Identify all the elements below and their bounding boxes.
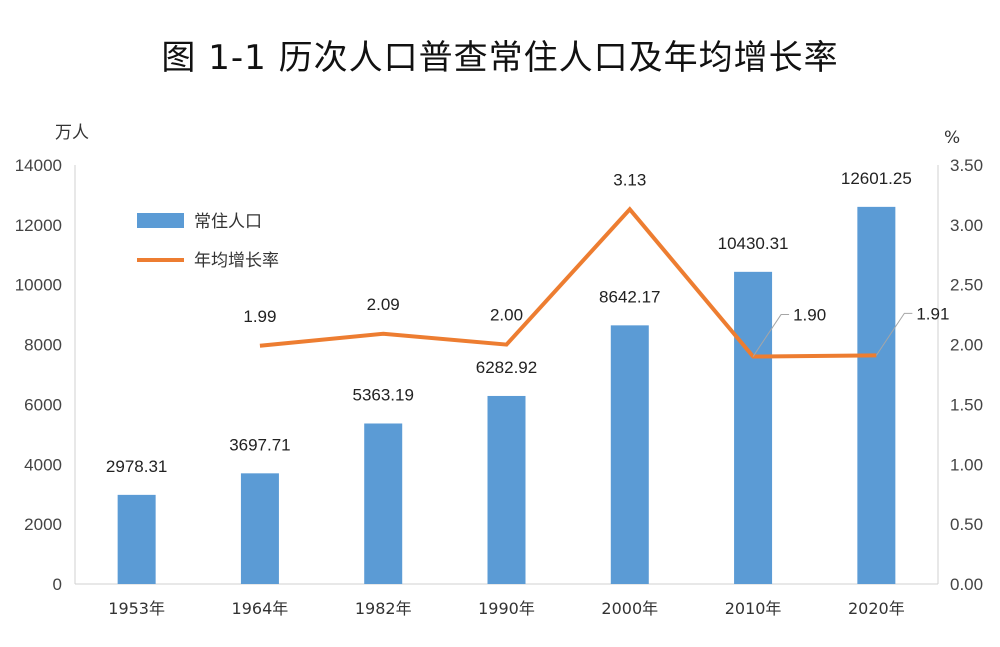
bar-value-label: 10430.31 — [718, 234, 789, 253]
bar-value-label: 5363.19 — [352, 385, 413, 404]
bar-value-label: 2978.31 — [106, 457, 167, 476]
bar-value-label: 3697.71 — [229, 435, 290, 454]
right-tick-label: 2.50 — [950, 276, 983, 295]
left-tick-label: 6000 — [24, 395, 62, 414]
right-tick-label: 0.50 — [950, 515, 983, 534]
line-value-label: 1.99 — [243, 307, 276, 326]
line-series: 1.99 2.09 2.00 3.13 1.90 1.91 — [243, 170, 949, 359]
bar — [734, 271, 773, 584]
left-tick-labels: 0 2000 4000 6000 8000 10000 12000 14000 — [15, 156, 62, 594]
left-tick-label: 14000 — [15, 156, 62, 175]
bar-value-label: 6282.92 — [476, 358, 537, 377]
line-value-label: 1.91 — [916, 304, 949, 323]
category-label: 1982年 — [355, 599, 412, 618]
legend-label-growth: 年均增长率 — [194, 251, 279, 271]
left-tick-label: 4000 — [24, 455, 62, 474]
bar-value-label: 12601.25 — [841, 169, 912, 188]
category-label: 1990年 — [478, 599, 535, 618]
right-axis-unit: % — [944, 128, 960, 148]
right-tick-label: 3.00 — [950, 216, 983, 235]
right-tick-labels: 0.00 0.50 1.00 1.50 2.00 2.50 3.00 3.50 — [950, 156, 983, 594]
bar-series: 2978.31 3697.71 5363.19 6282.92 8642.17 10430… — [106, 169, 912, 584]
right-tick-label: 3.50 — [950, 156, 983, 175]
legend-label-population: 常住人口 — [194, 212, 262, 232]
chart-title: 图 1-1 历次人口普查常住人口及年均增长率 — [161, 38, 839, 78]
left-tick-label: 0 — [53, 575, 62, 594]
left-axis-unit: 万人 — [55, 123, 89, 143]
bar-value-label: 8642.17 — [599, 287, 660, 306]
line-label-leader — [875, 312, 913, 356]
left-tick-label: 8000 — [24, 336, 62, 355]
bar — [487, 395, 526, 584]
left-tick-label: 10000 — [15, 276, 62, 295]
right-tick-label: 2.00 — [950, 336, 983, 355]
bar — [240, 473, 279, 584]
bar — [857, 206, 896, 584]
bar — [364, 423, 403, 584]
line-value-label: 3.13 — [613, 170, 646, 189]
line-value-label: 1.90 — [793, 306, 826, 325]
line-value-label: 2.00 — [490, 306, 523, 325]
category-label: 2000年 — [601, 599, 658, 618]
line-value-label: 2.09 — [367, 295, 400, 314]
left-tick-label: 2000 — [24, 515, 62, 534]
right-tick-label: 1.00 — [950, 455, 983, 474]
category-label: 2010年 — [725, 599, 782, 618]
right-tick-label: 1.50 — [950, 395, 983, 414]
legend: 常住人口 年均增长率 — [137, 212, 279, 271]
right-tick-label: 0.00 — [950, 575, 983, 594]
category-labels: 1953年 1964年 1982年 1990年 2000年 2010年 2020年 — [108, 599, 904, 618]
growth-line — [259, 206, 877, 359]
category-label: 2020年 — [848, 599, 905, 618]
category-label: 1964年 — [232, 599, 289, 618]
line-label-leader — [752, 314, 790, 357]
bar — [610, 325, 649, 584]
legend-swatch-population — [137, 213, 184, 228]
left-tick-label: 12000 — [15, 216, 62, 235]
category-label: 1953年 — [108, 599, 165, 618]
bar — [117, 494, 156, 584]
